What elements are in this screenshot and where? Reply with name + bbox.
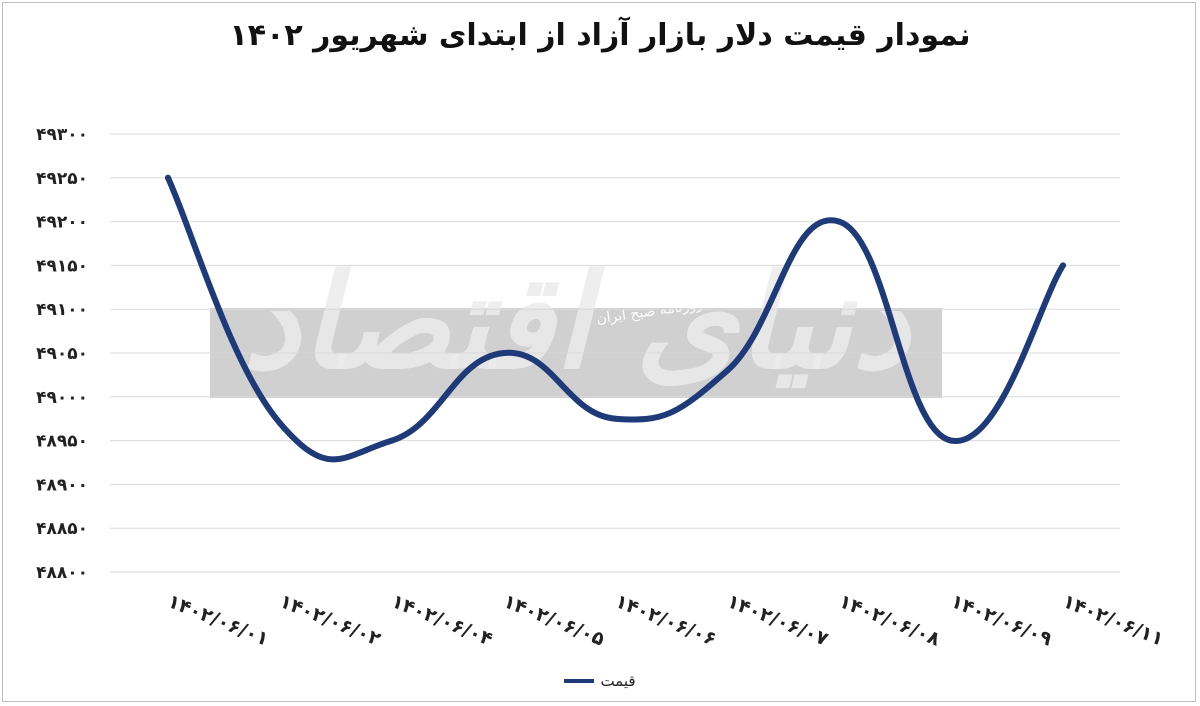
y-axis-ticks: ۴۹۳۰۰ ۴۹۲۵۰ ۴۹۲۰۰ ۴۹۱۵۰ ۴۹۱۰۰ ۴۹۰۵۰ ۴۹۰۰۰ ۴۸۹۵۰… <box>36 125 88 583</box>
y-tick-label: ۴۹۱۵۰ <box>36 256 88 276</box>
y-tick-label: ۴۹۲۵۰ <box>36 169 88 189</box>
x-tick-label: ۱۴۰۲/۰۶/۰۶ <box>612 590 719 650</box>
x-tick-label: ۱۴۰۲/۰۶/۰۱ <box>165 590 272 650</box>
y-tick-label: ۴۸۸۰۰ <box>36 563 88 583</box>
chart-title: نمودار قیمت دلار بازار آزاد از ابتدای شه… <box>229 18 971 53</box>
y-tick-label: ۴۹۰۰۰ <box>36 388 88 408</box>
data-point <box>165 174 171 181</box>
x-tick-label: ۱۴۰۲/۰۶/۰۵ <box>500 590 608 651</box>
y-tick-label: ۴۸۹۰۰ <box>36 475 88 495</box>
series-line <box>165 174 1066 463</box>
y-tick-label: ۴۹۰۵۰ <box>36 344 88 364</box>
x-tick-label: ۱۴۰۲/۰۶/۰۷ <box>724 590 832 651</box>
y-tick-label: ۴۹۳۰۰ <box>36 125 88 145</box>
x-tick-label: ۱۴۰۲/۰۶/۰۹ <box>948 590 1056 651</box>
data-point <box>276 420 283 427</box>
data-point <box>500 350 507 356</box>
y-tick-label: ۴۹۲۰۰ <box>36 213 88 233</box>
data-point <box>836 218 843 225</box>
x-tick-label: ۱۴۰۲/۰۶/۱۱ <box>1060 590 1167 650</box>
x-tick-label: ۱۴۰۲/۰۶/۰۸ <box>836 590 944 651</box>
legend-label: قیمت <box>600 672 636 690</box>
x-tick-label: ۱۴۰۲/۰۶/۰۲ <box>277 590 385 651</box>
legend-swatch <box>564 679 595 683</box>
data-point <box>948 437 955 444</box>
series-group <box>165 174 1066 463</box>
x-axis-ticks: ۱۴۰۲/۰۶/۰۱ ۱۴۰۲/۰۶/۰۲ ۱۴۰۲/۰۶/۰۴ ۱۴۰۲/۰۶/۰۵… <box>165 590 1167 651</box>
x-tick-label: ۱۴۰۲/۰۶/۰۴ <box>388 590 495 650</box>
y-tick-label: ۴۸۹۵۰ <box>36 432 88 452</box>
data-point <box>1060 262 1066 269</box>
data-point <box>612 415 619 422</box>
y-tick-label: ۴۹۱۰۰ <box>36 300 88 320</box>
data-point <box>388 437 395 444</box>
y-tick-label: ۴۸۸۵۰ <box>36 519 88 539</box>
watermark-logo: دنیای اقتصاد <box>242 245 910 398</box>
gridlines <box>110 133 1120 573</box>
data-point <box>724 367 731 374</box>
legend: قیمت <box>0 672 1200 690</box>
